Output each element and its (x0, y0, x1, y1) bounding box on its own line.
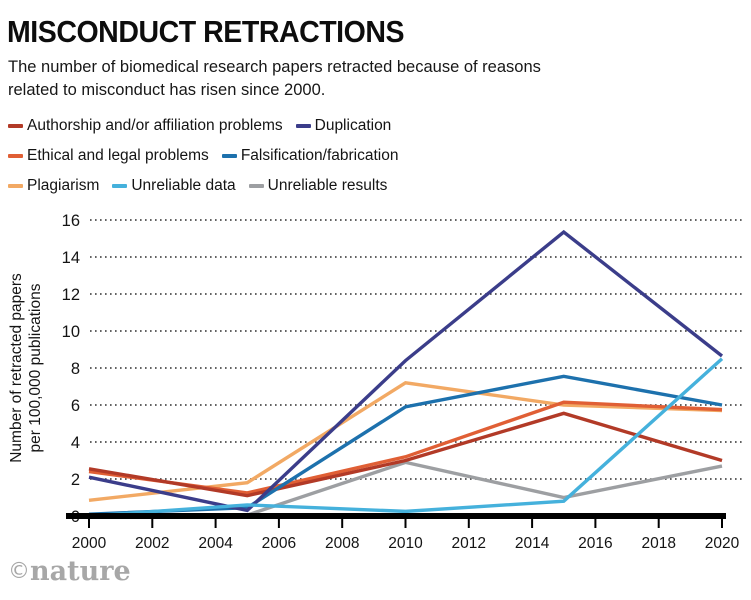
legend-item: Duplication (295, 117, 392, 135)
x-axis-tick-label: 2008 (325, 535, 359, 552)
legend-label: Falsification/fabrication (240, 147, 399, 164)
y-axis-tick-label: 10 (62, 323, 80, 341)
chart-title: MISCONDUCT RETRACTIONS (7, 14, 405, 49)
y-axis-tick-label: 4 (71, 434, 80, 452)
x-axis-tick-label: 2012 (452, 535, 486, 552)
y-axis-title: Number of retracted papers (8, 273, 25, 463)
legend-label: Authorship and/or affiliation problems (27, 117, 283, 134)
x-axis-tick-label: 2000 (72, 535, 107, 552)
chart-legend: Authorship and/or affiliation problems Du… (8, 111, 398, 201)
legend-row: Authorship and/or affiliation problems Du… (8, 111, 398, 141)
legend-swatch-icon (8, 124, 23, 128)
y-axis-tick-label: 8 (71, 360, 80, 378)
x-axis-tick-label: 2016 (578, 535, 612, 552)
legend-swatch-icon (112, 184, 128, 188)
copyright-icon: © (8, 559, 30, 584)
y-axis-tick-label: 12 (62, 286, 80, 304)
legend-label: Duplication (314, 117, 392, 134)
x-axis-tick-label: 2014 (515, 535, 550, 552)
y-axis-title: per 100,000 publications (27, 283, 44, 452)
legend-label: Ethical and legal problems (27, 147, 209, 164)
nature-logo: ©nature (8, 556, 131, 587)
legend-item: Unreliable results (248, 177, 388, 195)
legend-item: Unreliable data (112, 177, 236, 195)
y-axis-tick-label: 6 (71, 397, 80, 415)
x-axis-tick-label: 2006 (262, 535, 296, 552)
x-axis-tick-label: 2004 (198, 535, 233, 552)
series-line-unreliable-data (88, 357, 724, 518)
x-axis-tick-label: 2010 (388, 535, 423, 552)
y-axis-tick-label: 14 (62, 249, 80, 267)
legend-item: Plagiarism (8, 177, 99, 195)
x-axis-tick-label: 2020 (705, 535, 740, 552)
legend-label: Unreliable results (267, 177, 388, 194)
x-axis-tick-label: 2018 (641, 535, 675, 552)
nature-logo-text: nature (30, 556, 131, 587)
y-axis-tick-label: 2 (71, 471, 80, 489)
legend-label: Unreliable data (131, 177, 236, 194)
legend-item: Falsification/fabrication (221, 147, 399, 165)
legend-row: Plagiarism Unreliable data Unreliable resu… (8, 171, 398, 201)
legend-swatch-icon (221, 154, 237, 158)
x-axis-tick-label: 2002 (135, 535, 169, 552)
chart-subtitle: The number of biomedical research papers… (8, 58, 541, 99)
legend-item: Authorship and/or affiliation problems (8, 117, 283, 135)
legend-swatch-icon (295, 124, 311, 128)
series-line-duplication (88, 229, 724, 513)
legend-row: Ethical and legal problems Falsification/… (8, 141, 398, 171)
series-line-authorship-and-or-affiliation-problems (88, 411, 723, 498)
series-line-plagiarism (88, 381, 723, 502)
legend-label: Plagiarism (27, 177, 100, 194)
legend-item: Ethical and legal problems (8, 147, 209, 165)
legend-swatch-icon (8, 154, 23, 158)
legend-swatch-icon (248, 184, 264, 188)
legend-swatch-icon (8, 184, 23, 188)
y-axis-tick-label: 16 (62, 212, 80, 230)
